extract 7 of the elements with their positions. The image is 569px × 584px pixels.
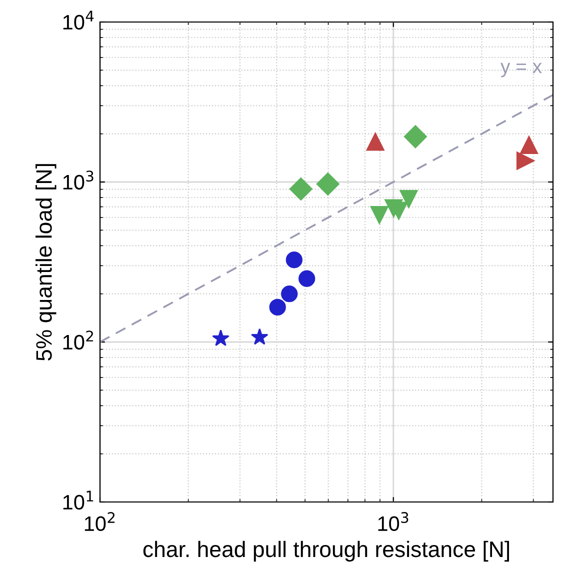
- y-tick-label: 10$^{2}$: [63, 330, 93, 350]
- y-tick-label: 10$^{1}$: [63, 490, 94, 510]
- annotation: y = x: [500, 62, 542, 78]
- y-tick-label: 10$^{3}$: [63, 170, 94, 190]
- y-tick-label: 10$^{4}$: [63, 10, 94, 30]
- x-axis-title: char. head pull through resistance [N]: [143, 540, 509, 562]
- y-axis-title: 5% quantile load [N]: [36, 164, 56, 361]
